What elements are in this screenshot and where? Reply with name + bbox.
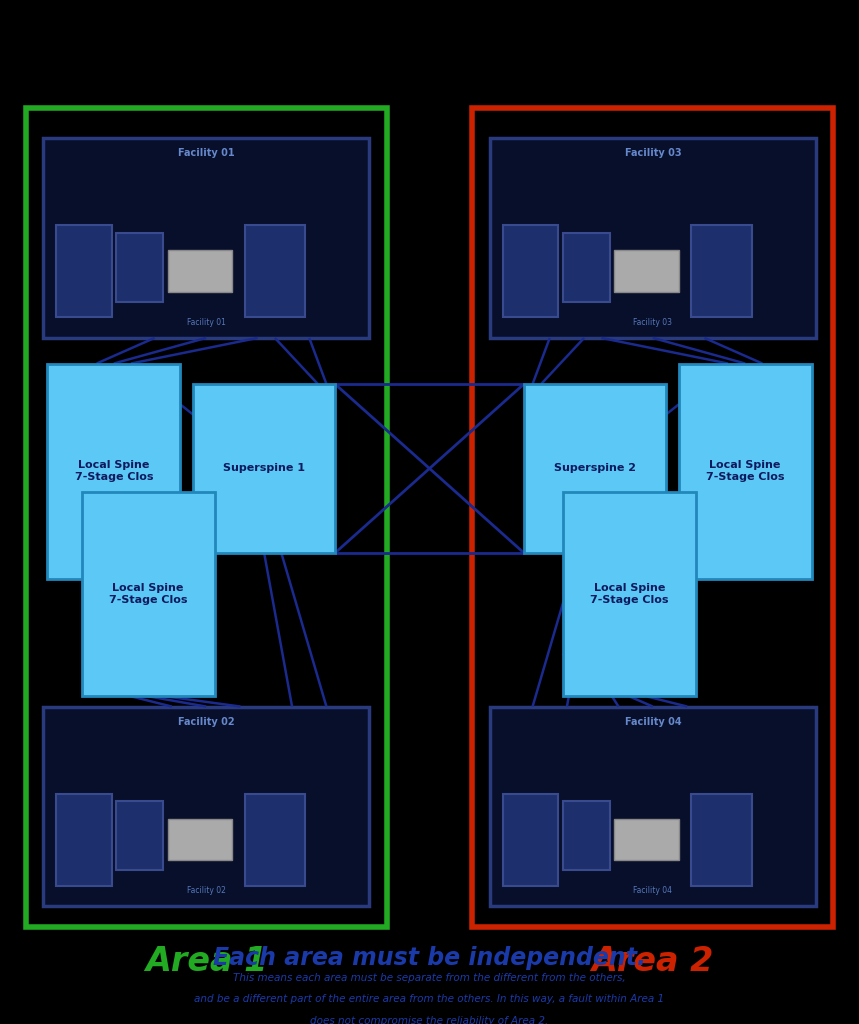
Text: Area 2: Area 2	[592, 945, 714, 978]
Bar	[82, 492, 215, 696]
Bar	[503, 225, 558, 317]
Text: Facility 02: Facility 02	[178, 717, 235, 727]
Text: Local Spine
7-Stage Clos: Local Spine 7-Stage Clos	[109, 583, 187, 605]
Bar	[524, 384, 666, 553]
Text: This means each area must be separate from the different from the others,: This means each area must be separate fr…	[233, 973, 626, 983]
Bar	[245, 225, 305, 317]
Bar	[490, 707, 816, 906]
Text: Facility 03: Facility 03	[624, 148, 681, 159]
Bar	[43, 707, 369, 906]
Text: Facility 02: Facility 02	[186, 886, 226, 895]
Text: Superspine 1: Superspine 1	[223, 464, 305, 473]
Text: Facility 01: Facility 01	[186, 317, 226, 327]
Bar	[691, 225, 752, 317]
Bar	[679, 364, 812, 579]
Bar	[116, 232, 163, 302]
Bar	[168, 250, 232, 292]
Text: Each area must be independent.: Each area must be independent.	[213, 946, 646, 970]
Bar	[26, 108, 387, 927]
Bar	[56, 794, 112, 886]
Text: Local Spine
7-Stage Clos: Local Spine 7-Stage Clos	[706, 460, 784, 482]
Text: Area 1: Area 1	[145, 945, 267, 978]
Bar	[47, 364, 180, 579]
Bar	[614, 250, 679, 292]
Bar	[193, 384, 335, 553]
Text: Facility 04: Facility 04	[633, 886, 673, 895]
Bar	[168, 819, 232, 860]
Text: Facility 03: Facility 03	[633, 317, 673, 327]
Bar	[563, 492, 696, 696]
Bar	[56, 225, 112, 317]
Bar	[116, 801, 163, 870]
Bar	[472, 108, 833, 927]
Bar	[245, 794, 305, 886]
Bar	[490, 138, 816, 338]
Bar	[614, 819, 679, 860]
Text: Local Spine
7-Stage Clos: Local Spine 7-Stage Clos	[590, 583, 668, 605]
Text: does not compromise the reliability of Area 2.: does not compromise the reliability of A…	[310, 1016, 549, 1024]
Bar	[503, 794, 558, 886]
Text: Facility 04: Facility 04	[624, 717, 681, 727]
Bar	[43, 138, 369, 338]
Text: Facility 01: Facility 01	[178, 148, 235, 159]
Bar	[563, 801, 610, 870]
Text: Superspine 2: Superspine 2	[554, 464, 636, 473]
Text: and be a different part of the entire area from the others. In this way, a fault: and be a different part of the entire ar…	[194, 994, 665, 1005]
Bar	[563, 232, 610, 302]
Text: Local Spine
7-Stage Clos: Local Spine 7-Stage Clos	[75, 460, 153, 482]
Bar	[691, 794, 752, 886]
